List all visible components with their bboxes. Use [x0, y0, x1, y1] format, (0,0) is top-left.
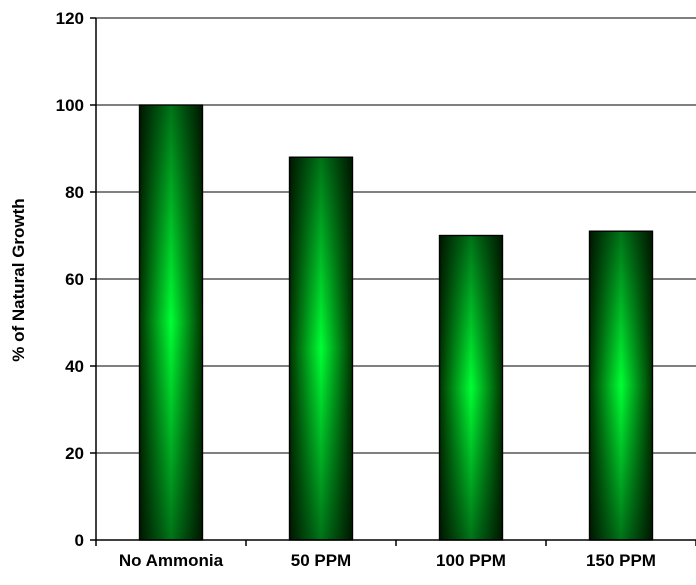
bars	[138, 104, 654, 541]
bar-shade-100-ppm	[438, 234, 504, 541]
y-tick-label-60: 60	[65, 270, 84, 289]
x-tick-label-50-ppm: 50 PPM	[291, 551, 351, 570]
y-tick-labels: 0 20 40 60 80 100 120	[56, 9, 84, 550]
x-tick-label-150-ppm: 150 PPM	[586, 551, 656, 570]
y-tick-label-80: 80	[65, 183, 84, 202]
x-tick-labels: No Ammonia 50 PPM 100 PPM 150 PPM	[119, 551, 656, 570]
y-tick-label-20: 20	[65, 444, 84, 463]
x-tick-label-100-ppm: 100 PPM	[436, 551, 506, 570]
bar-shade-50-ppm	[288, 156, 354, 541]
y-tick-label-120: 120	[56, 9, 84, 28]
y-tick-label-100: 100	[56, 96, 84, 115]
y-tick-label-0: 0	[75, 531, 84, 550]
bar-shade-150-ppm	[588, 230, 654, 541]
x-tick-label-no-ammonia: No Ammonia	[119, 551, 224, 570]
bar-shade-no-ammonia	[138, 104, 204, 541]
axes	[90, 17, 696, 546]
y-tick-label-40: 40	[65, 357, 84, 376]
y-axis-title: % of Natural Growth	[9, 198, 28, 361]
